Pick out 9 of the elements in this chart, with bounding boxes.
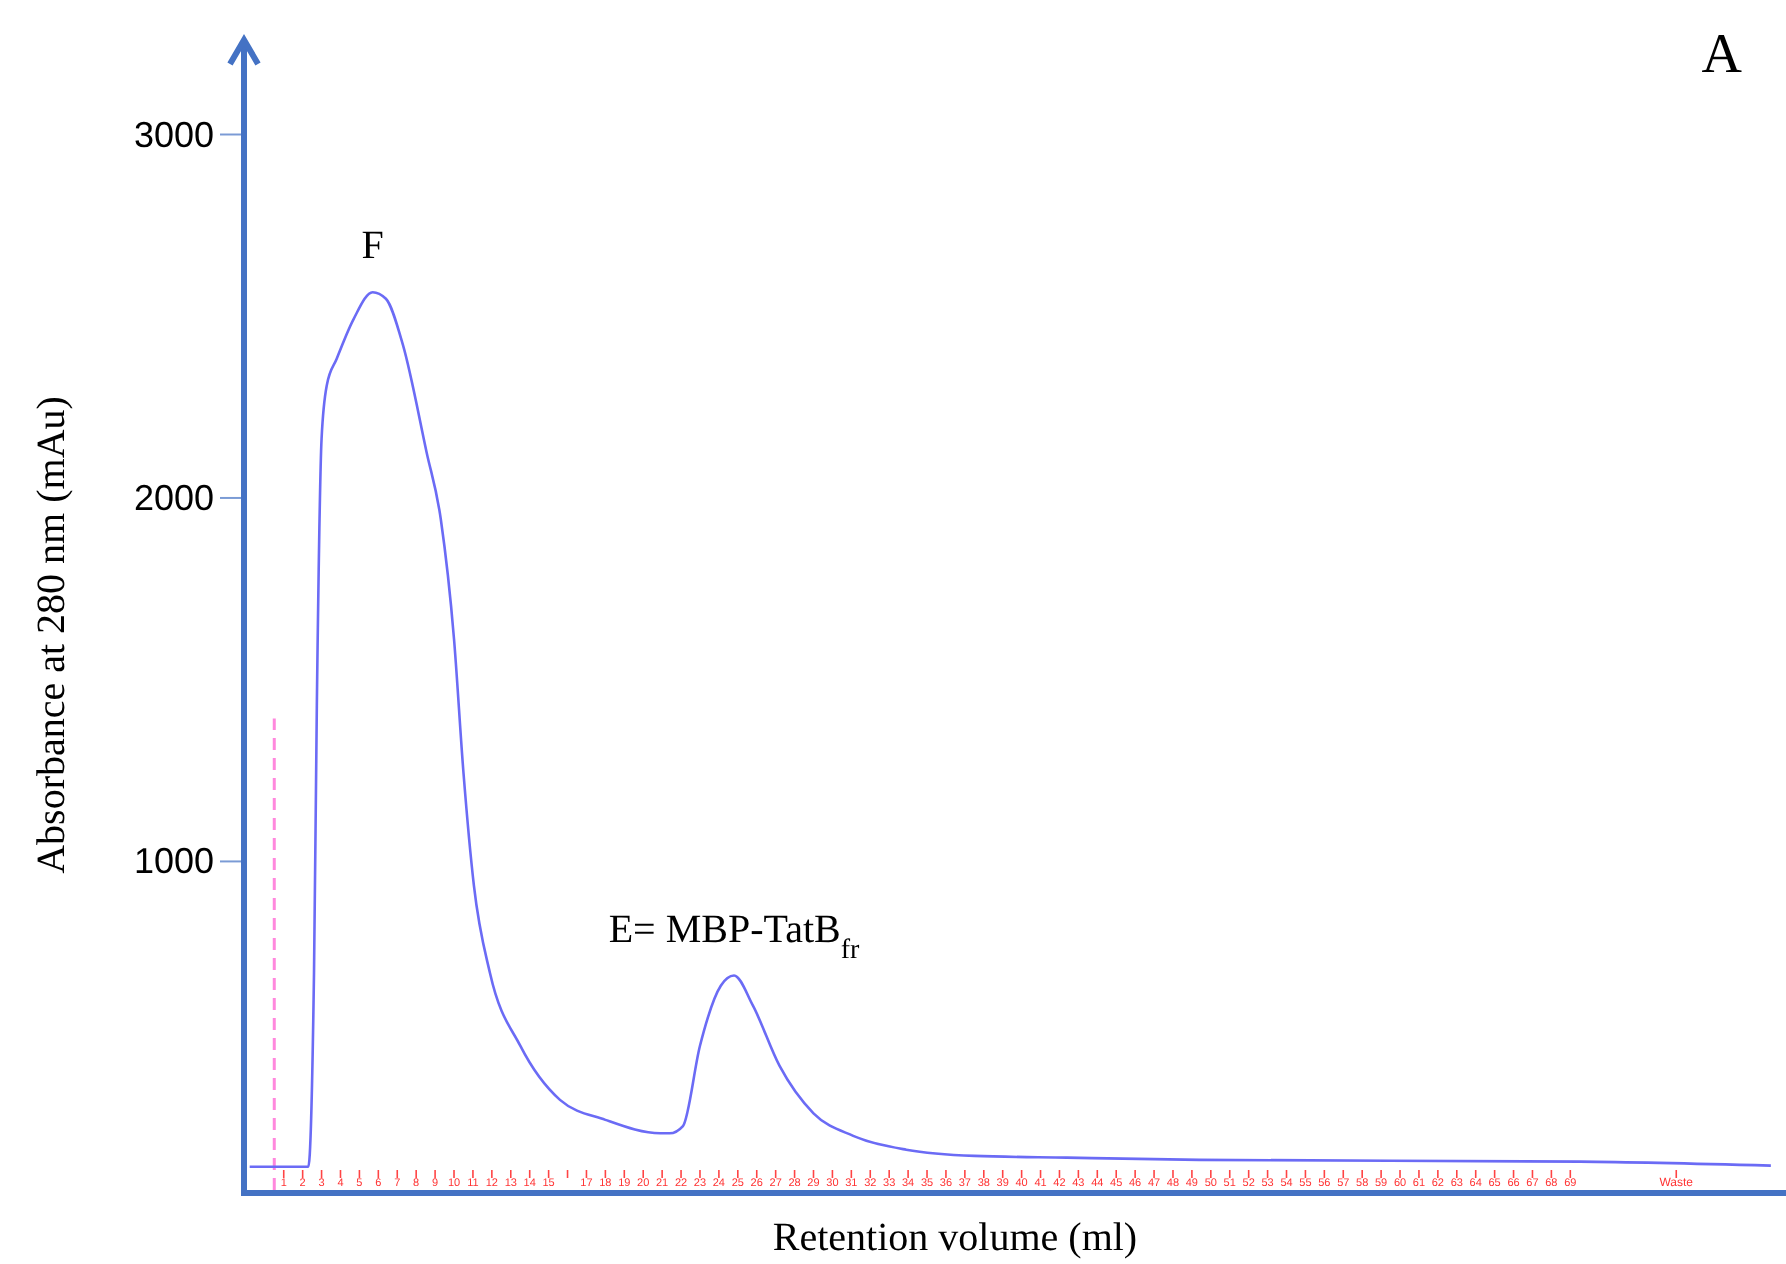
y-tick-label: 3000 [133,114,214,155]
y-tick-label: 1000 [133,841,214,882]
annotation: E= MBP-TatB$_{fr}$ [608,907,861,965]
y-axis-title: Absorbance at 280 nm (mAu) [30,396,74,874]
annotation: A [1701,24,1744,86]
x-axis-title: Retention volume (ml) [772,1216,1138,1260]
annotation: F [361,224,384,269]
y-tick-label: 2000 [133,477,214,518]
line-series [248,290,1773,1169]
